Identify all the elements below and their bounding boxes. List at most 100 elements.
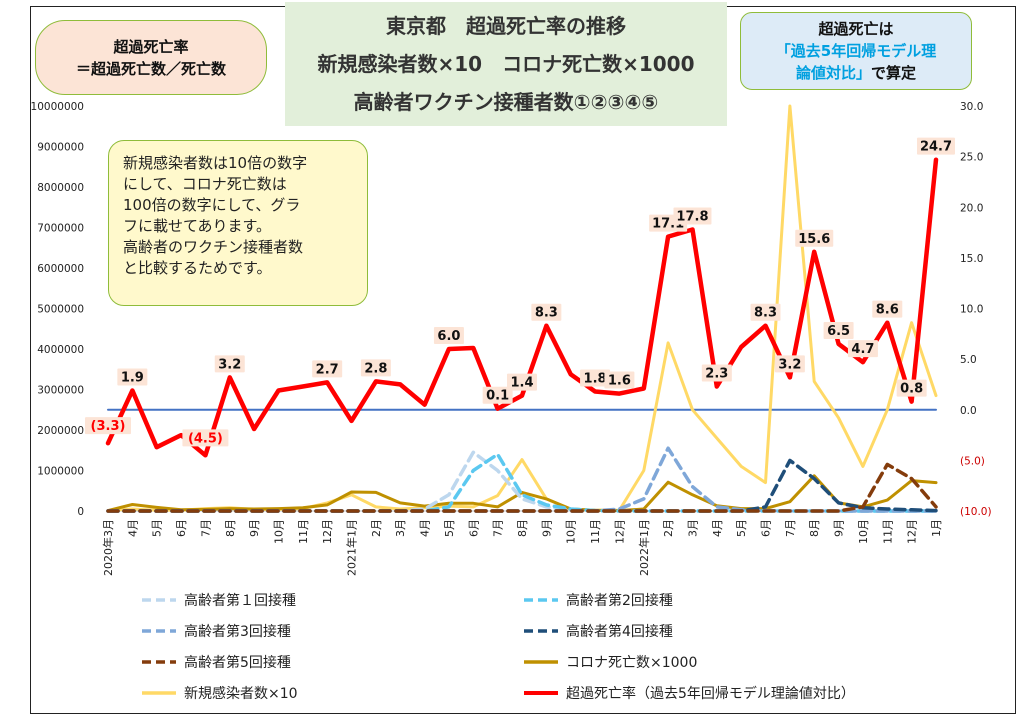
legend-label: 高齢者第5回接種 bbox=[184, 655, 291, 671]
x-tick-label: 9月 bbox=[540, 519, 553, 537]
data-label-bg bbox=[701, 364, 732, 382]
x-tick-label: 8月 bbox=[808, 519, 821, 537]
method-line-3-suffix: で算定 bbox=[871, 64, 917, 82]
chart-title: 東京都 超過死亡率の推移 新規感染者数×10 コロナ死亡数×1000 高齢者ワク… bbox=[285, 2, 727, 126]
y-right-tick-label: 5.0 bbox=[960, 354, 977, 366]
formula-line-1: 超過死亡率 bbox=[113, 37, 189, 56]
x-tick-label: 5月 bbox=[443, 519, 456, 537]
method-line-2: 「過去5年回帰モデル理 bbox=[775, 42, 937, 60]
data-label: 6.0 bbox=[437, 329, 460, 344]
title-line-1: 東京都 超過死亡率の推移 bbox=[386, 14, 626, 38]
data-label: 0.8 bbox=[900, 382, 923, 397]
x-tick-label: 9月 bbox=[248, 519, 261, 537]
series-line bbox=[106, 474, 938, 513]
data-label: 1.9 bbox=[121, 371, 144, 386]
legend-swatch bbox=[142, 660, 176, 664]
data-label-bg bbox=[580, 369, 611, 387]
x-tick-label: 11月 bbox=[297, 519, 310, 544]
x-tick-label: 11月 bbox=[881, 519, 894, 544]
series-line bbox=[106, 452, 938, 513]
x-tick-label: 1月 bbox=[930, 519, 943, 537]
note-line: フに載せてあります。 bbox=[123, 217, 272, 235]
y-left-tick-label: 8000000 bbox=[37, 182, 84, 194]
legend-swatch bbox=[142, 598, 176, 602]
data-label-bg bbox=[482, 386, 513, 404]
data-label: 2.8 bbox=[364, 361, 387, 376]
data-label-bg bbox=[673, 207, 712, 225]
data-label: 2.7 bbox=[316, 362, 339, 377]
data-label: 1.8 bbox=[584, 372, 607, 387]
x-tick-label: 6月 bbox=[467, 519, 480, 537]
note-line: と比較するためです。 bbox=[123, 259, 272, 277]
x-tick-label: 2021年1月 bbox=[345, 519, 359, 576]
series-line bbox=[106, 462, 938, 513]
legend-label: 高齢者第3回接種 bbox=[184, 624, 291, 640]
x-tick-label: 10月 bbox=[272, 519, 285, 544]
legend-item: コロナ死亡数×1000 bbox=[522, 652, 697, 672]
x-tick-label: 7月 bbox=[784, 519, 797, 537]
data-label-bg bbox=[182, 429, 229, 447]
note-box: 新規感染者数は10倍の数字 にして、コロナ死亡数は 100倍の数字にして、グラ … bbox=[108, 140, 368, 306]
y-right-tick-label: 25.0 bbox=[960, 152, 983, 164]
legend-label: コロナ死亡数×1000 bbox=[566, 655, 698, 671]
legend-item: 高齢者第１回接種 bbox=[140, 590, 296, 610]
x-tick-label: 7月 bbox=[492, 519, 505, 537]
data-label-bg bbox=[117, 368, 148, 386]
data-label: 24.7 bbox=[920, 140, 952, 155]
legend-swatch bbox=[524, 629, 558, 633]
data-label: 0.1 bbox=[486, 389, 509, 404]
y-left-tick-label: 1000000 bbox=[37, 466, 84, 478]
legend-swatch bbox=[524, 598, 558, 602]
y-right-tick-label: 30.0 bbox=[960, 101, 983, 113]
x-tick-label: 2020年3月 bbox=[101, 519, 115, 576]
data-label: 8.3 bbox=[754, 306, 777, 321]
data-label-bg bbox=[795, 229, 834, 247]
data-label-bg bbox=[312, 360, 343, 378]
y-right-tick-label: (5.0) bbox=[960, 455, 985, 467]
formula-box: 超過死亡率 ＝超過死亡数／死亡数 bbox=[35, 20, 267, 95]
x-tick-label: 2022年1月 bbox=[637, 519, 651, 576]
x-tick-label: 10月 bbox=[565, 519, 578, 544]
note-line: にして、コロナ死亡数は bbox=[123, 175, 287, 193]
y-left-tick-label: 0 bbox=[77, 506, 84, 518]
legend-swatch bbox=[142, 691, 176, 695]
title-line-2: 新規感染者数×10 コロナ死亡数×1000 bbox=[317, 52, 695, 76]
x-tick-label: 3月 bbox=[686, 519, 699, 537]
y-right-tick-label: 15.0 bbox=[960, 253, 983, 265]
x-tick-label: 5月 bbox=[735, 519, 748, 537]
legend-item: 高齢者第4回接種 bbox=[522, 621, 673, 641]
x-tick-label: 2月 bbox=[662, 519, 675, 537]
y-left-tick-label: 2000000 bbox=[37, 425, 84, 437]
data-label: 4.7 bbox=[851, 342, 874, 357]
legend-label: 新規感染者数×10 bbox=[184, 686, 298, 702]
y-right-tick-label: 10.0 bbox=[960, 304, 983, 316]
method-box: 超過死亡は 「過去5年回帰モデル理 論値対比」で算定 bbox=[740, 12, 972, 90]
data-label-bg bbox=[433, 327, 464, 344]
series-line bbox=[106, 458, 938, 513]
data-label: 8.3 bbox=[535, 306, 558, 321]
note-line: 新規感染者数は10倍の数字 bbox=[123, 154, 308, 172]
legend-item: 高齢者第2回接種 bbox=[522, 590, 673, 610]
method-line-3-wrap: 論値対比」で算定 bbox=[796, 62, 916, 84]
formula-line-2: ＝超過死亡数／死亡数 bbox=[75, 59, 226, 78]
x-tick-label: 2月 bbox=[370, 519, 383, 537]
data-label: (4.5) bbox=[188, 431, 223, 446]
legend-item: 高齢者第5回接種 bbox=[140, 652, 291, 672]
legend-label: 高齢者第１回接種 bbox=[184, 593, 296, 609]
series-line bbox=[105, 157, 939, 458]
note-line: 高齢者のワクチン接種者数 bbox=[123, 238, 304, 256]
x-tick-label: 3月 bbox=[394, 519, 407, 537]
data-label-bg bbox=[847, 340, 878, 358]
x-tick-label: 9月 bbox=[833, 519, 846, 537]
legend-label: 高齢者第2回接種 bbox=[566, 593, 673, 609]
legend-swatch bbox=[142, 629, 176, 633]
data-label-bg bbox=[360, 359, 391, 377]
data-label: 8.6 bbox=[876, 303, 899, 318]
data-label: 6.5 bbox=[827, 324, 850, 339]
data-label: 17.8 bbox=[676, 210, 708, 225]
x-tick-label: 10月 bbox=[857, 519, 870, 544]
x-tick-label: 7月 bbox=[199, 519, 212, 537]
title-line-3: 高齢者ワクチン接種者数①②③④⑤ bbox=[353, 90, 659, 114]
x-tick-label: 6月 bbox=[760, 519, 773, 537]
x-tick-label: 12月 bbox=[906, 519, 919, 544]
